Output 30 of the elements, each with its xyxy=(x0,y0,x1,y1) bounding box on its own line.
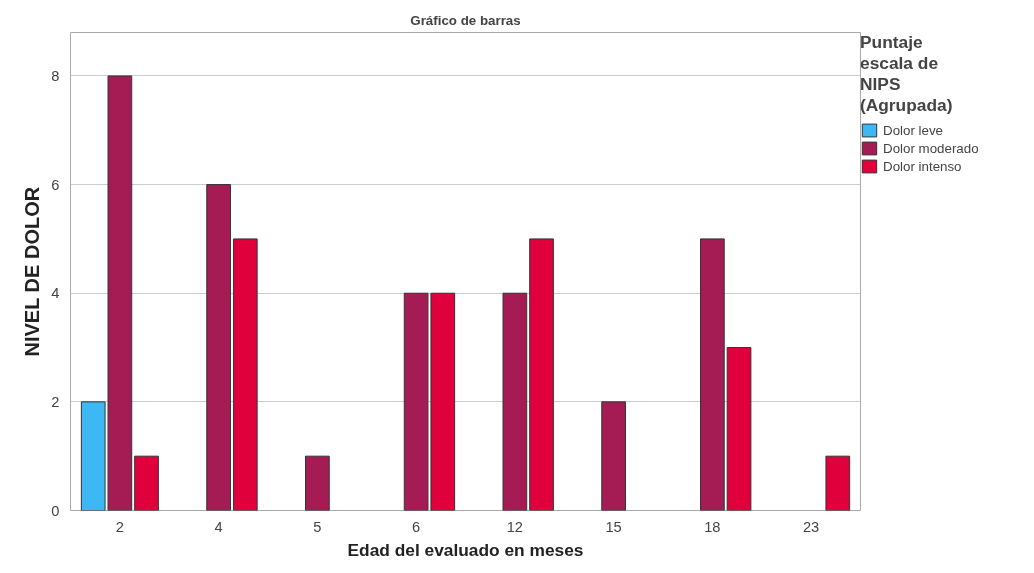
y-axis-title: NIVEL DE DOLOR xyxy=(21,186,44,357)
legend-label: Dolor leve xyxy=(883,122,944,138)
y-tick-label: 2 xyxy=(51,393,60,410)
x-tick-label: 4 xyxy=(214,518,223,535)
x-tick-label: 15 xyxy=(605,518,622,535)
bar xyxy=(601,401,626,511)
x-axis-title: Edad del evaluado en meses xyxy=(347,539,584,560)
x-tick-label: 12 xyxy=(506,518,524,535)
x-tick-label: 23 xyxy=(802,518,820,535)
bar xyxy=(529,238,554,511)
bar xyxy=(726,347,752,511)
y-tick-label: 0 xyxy=(51,502,60,519)
bar xyxy=(502,292,528,511)
bar xyxy=(825,455,851,511)
legend-label: Dolor moderado xyxy=(883,140,979,156)
chart-title: Gráfico de barras xyxy=(410,12,521,28)
x-tick-label: 5 xyxy=(313,518,322,535)
bar xyxy=(305,455,330,511)
legend-title: Puntaje escala de NIPS (Agrupada) xyxy=(860,32,954,116)
y-tick-label: 8 xyxy=(51,67,60,84)
legend-label: Dolor intenso xyxy=(883,158,962,174)
bar xyxy=(232,238,258,511)
y-tick-label: 6 xyxy=(51,176,60,193)
y-tick-label: 4 xyxy=(51,285,60,302)
bar xyxy=(206,184,231,511)
bar xyxy=(134,455,159,511)
x-tick-label: 2 xyxy=(115,518,124,535)
x-tick-label: 18 xyxy=(704,518,721,535)
bar xyxy=(700,238,725,511)
x-tick-label: 6 xyxy=(412,518,421,535)
